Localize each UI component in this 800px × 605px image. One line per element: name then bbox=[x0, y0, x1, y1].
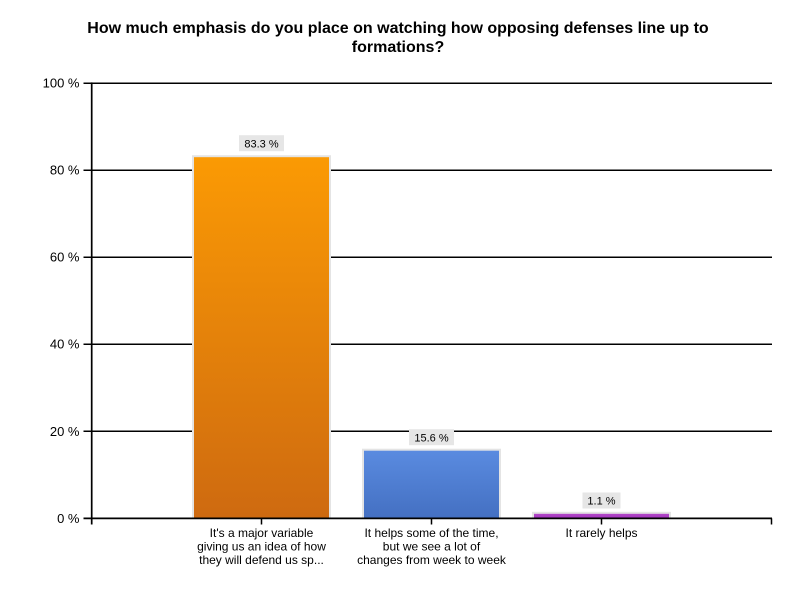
svg-text:80 %: 80 % bbox=[50, 163, 80, 178]
svg-text:formations?: formations? bbox=[352, 39, 444, 56]
svg-text:0 %: 0 % bbox=[57, 511, 80, 526]
svg-text:It's a major variable: It's a major variable bbox=[210, 526, 314, 540]
svg-text:How much emphasis do you place: How much emphasis do you place on watchi… bbox=[87, 20, 709, 37]
svg-text:giving us an idea of how: giving us an idea of how bbox=[197, 540, 326, 554]
svg-text:40 %: 40 % bbox=[50, 337, 80, 352]
svg-text:It helps some of the time,: It helps some of the time, bbox=[364, 526, 498, 540]
svg-text:83.3 %: 83.3 % bbox=[244, 138, 278, 150]
svg-text:60 %: 60 % bbox=[50, 250, 80, 265]
svg-text:but we see a lot of: but we see a lot of bbox=[383, 540, 481, 554]
svg-text:1.1 %: 1.1 % bbox=[587, 496, 615, 508]
svg-text:15.6 %: 15.6 % bbox=[414, 432, 448, 444]
svg-text:It rarely helps: It rarely helps bbox=[565, 526, 637, 540]
svg-text:they will defend us sp...: they will defend us sp... bbox=[199, 553, 324, 567]
svg-text:100 %: 100 % bbox=[43, 76, 80, 91]
svg-text:changes from week to week: changes from week to week bbox=[357, 553, 507, 567]
svg-text:20 %: 20 % bbox=[50, 424, 80, 439]
